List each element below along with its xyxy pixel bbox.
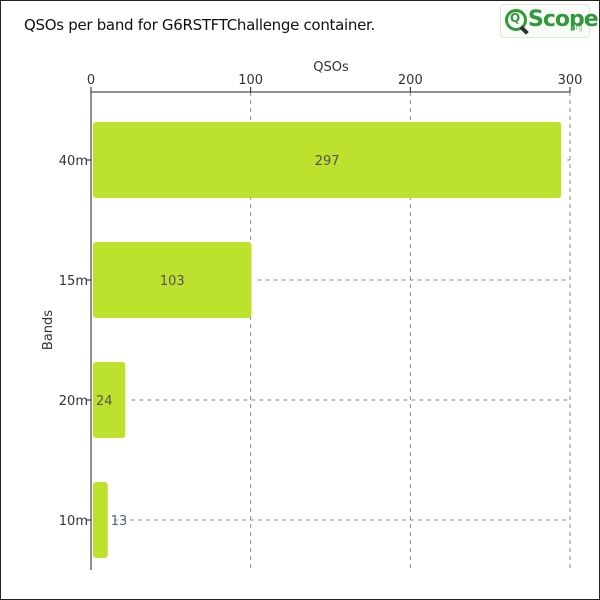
y-tick-label: 20m <box>59 394 88 409</box>
x-axis-label: QSOs <box>313 60 349 75</box>
bar <box>93 242 252 318</box>
x-tick-label: 200 <box>398 73 423 88</box>
magnifier-icon <box>505 9 527 31</box>
data-label: 24 <box>96 394 113 409</box>
chart-title: QSOs per band for G6RSTFTChallenge conta… <box>24 16 375 34</box>
logo-word: Scope <box>528 7 599 32</box>
y-tick-label: 40m <box>59 154 88 169</box>
axes-group: 0 100 200 300 40m 15m 20m 10m <box>59 73 583 570</box>
logo-q: Q <box>510 11 521 25</box>
data-label: 297 <box>315 154 340 169</box>
bar <box>93 362 126 438</box>
x-tick-label: 300 <box>558 73 583 88</box>
qscope-logo[interactable]: Q Scope .org <box>500 4 599 38</box>
data-label: 13 <box>111 514 128 529</box>
y-tick-label: 10m <box>59 514 88 529</box>
bar <box>93 122 562 198</box>
bar <box>93 482 108 558</box>
logo-org: .org <box>569 24 583 32</box>
x-tick-label: 0 <box>87 73 95 88</box>
y-axis-label: Bands <box>41 310 56 350</box>
y-tick-label: 15m <box>59 274 88 289</box>
data-label: 103 <box>160 274 185 289</box>
grid-lines <box>113 92 571 570</box>
bars-group: 297 103 24 13 <box>93 122 562 558</box>
x-tick-label: 100 <box>238 73 263 88</box>
